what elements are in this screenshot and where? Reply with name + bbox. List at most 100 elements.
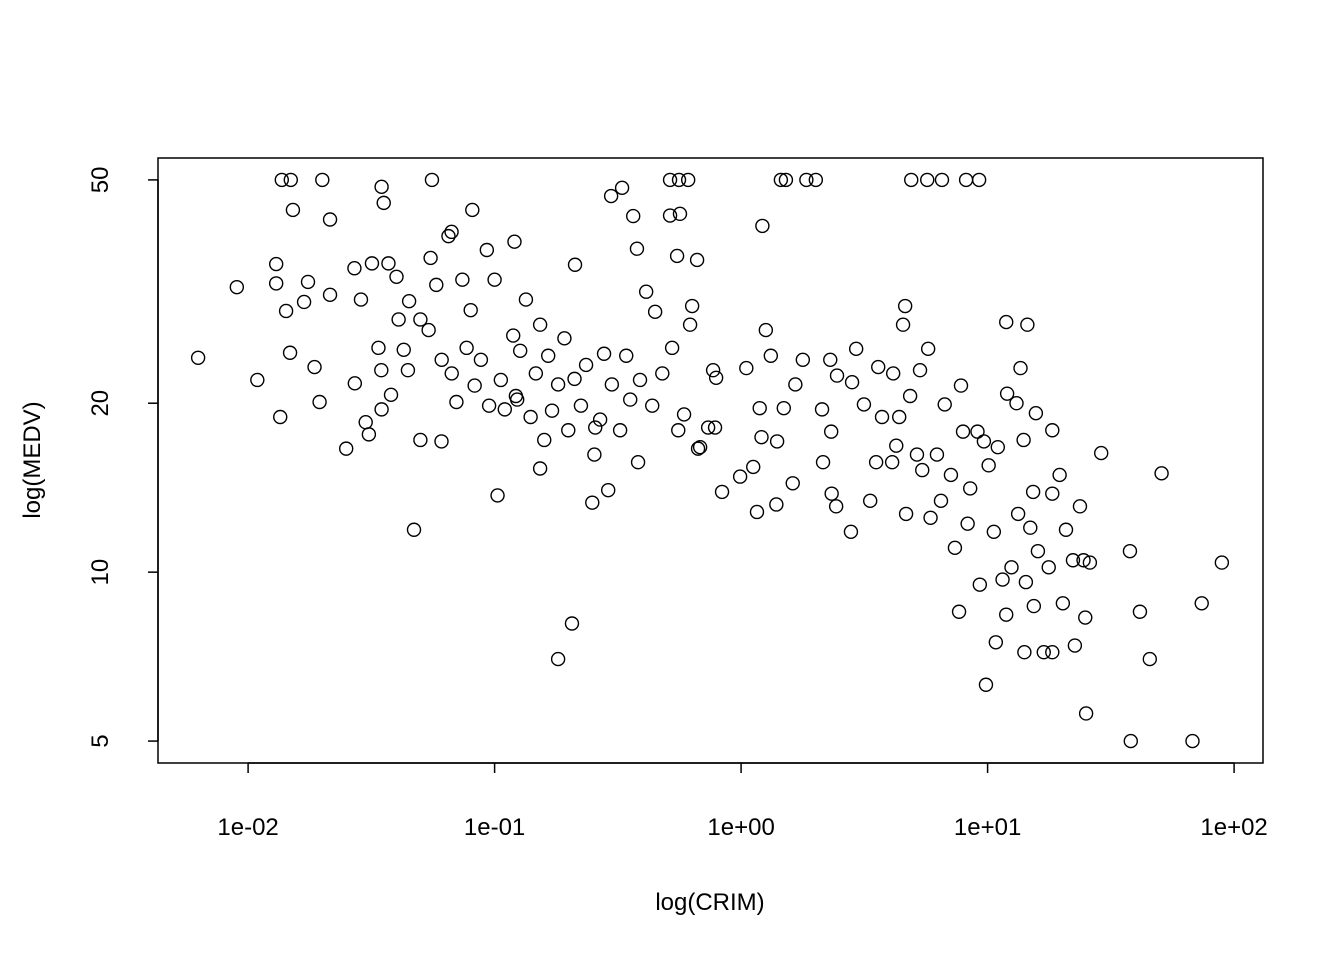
- data-point: [413, 432, 428, 448]
- data-point: [1072, 499, 1088, 514]
- data-point: [467, 378, 482, 393]
- data-point: [274, 172, 290, 188]
- data-point: [614, 180, 630, 196]
- data-point: [1214, 555, 1230, 570]
- data-point: [353, 292, 369, 307]
- data-point: [898, 506, 914, 522]
- data-point: [273, 409, 288, 425]
- data-point: [523, 409, 538, 425]
- data-point: [746, 459, 761, 475]
- data-point: [937, 397, 952, 412]
- data-point: [487, 272, 502, 287]
- data-point: [638, 284, 654, 299]
- data-point: [632, 372, 648, 388]
- data-point: [814, 402, 830, 417]
- data-point: [976, 434, 992, 449]
- data-point: [799, 172, 814, 188]
- data-point: [970, 424, 985, 439]
- data-point: [868, 455, 884, 470]
- data-point: [455, 272, 470, 287]
- data-point: [739, 360, 754, 376]
- data-point: [664, 340, 680, 356]
- data-point: [676, 407, 692, 422]
- data-point: [268, 256, 284, 272]
- data-point: [763, 348, 779, 363]
- data-point: [999, 386, 1015, 401]
- data-point: [623, 392, 638, 407]
- data-point: [371, 340, 386, 356]
- data-point: [671, 423, 686, 438]
- data-point: [754, 429, 769, 445]
- data-point: [381, 256, 396, 271]
- data-point: [626, 208, 641, 224]
- data-point: [1009, 396, 1024, 411]
- data-point: [1094, 445, 1109, 461]
- data-point: [300, 274, 316, 290]
- data-point: [808, 172, 824, 188]
- data-point: [978, 677, 994, 692]
- data-point: [383, 387, 399, 403]
- data-point: [897, 298, 913, 314]
- data-point: [596, 346, 612, 361]
- data-point: [645, 398, 660, 413]
- data-point: [550, 377, 566, 392]
- data-point: [1055, 596, 1071, 611]
- data-point: [1123, 733, 1138, 749]
- data-point: [296, 294, 312, 310]
- data-point: [1154, 466, 1169, 481]
- data-point: [953, 378, 969, 393]
- data-point: [1067, 638, 1083, 653]
- data-point: [934, 172, 950, 188]
- y-tick-label: 10: [87, 559, 114, 586]
- data-point: [669, 248, 685, 264]
- data-point: [986, 524, 1002, 540]
- data-point: [912, 363, 928, 378]
- data-point: [1013, 360, 1028, 376]
- data-point: [680, 172, 696, 188]
- data-point: [481, 398, 497, 413]
- data-point: [322, 212, 338, 227]
- data-point: [1052, 467, 1067, 483]
- data-point: [778, 172, 794, 188]
- data-point: [960, 516, 975, 531]
- data-point: [990, 439, 1005, 455]
- data-point: [923, 510, 938, 525]
- data-point: [943, 467, 959, 483]
- data-point: [700, 420, 716, 435]
- data-point: [550, 651, 566, 667]
- data-point: [429, 277, 444, 293]
- data-point: [396, 342, 411, 358]
- data-point: [283, 172, 298, 188]
- data-point: [1142, 651, 1157, 667]
- data-point: [497, 402, 513, 417]
- data-point: [672, 206, 688, 222]
- data-point: [508, 388, 524, 404]
- data-point: [391, 312, 406, 327]
- data-point: [823, 352, 838, 367]
- data-point: [268, 276, 284, 291]
- data-point: [512, 343, 528, 358]
- data-point: [444, 366, 459, 381]
- data-point: [573, 398, 589, 413]
- data-point: [250, 372, 265, 388]
- data-point: [358, 415, 373, 430]
- data-point: [506, 328, 521, 343]
- data-point: [479, 242, 495, 258]
- data-point: [630, 455, 646, 470]
- data-point: [684, 298, 700, 314]
- data-point: [587, 447, 602, 462]
- data-point: [1030, 543, 1046, 559]
- data-point: [995, 572, 1010, 587]
- data-point: [490, 488, 505, 503]
- data-point: [902, 388, 918, 404]
- data-point: [592, 412, 608, 427]
- data-point: [1023, 520, 1038, 535]
- data-point: [951, 604, 967, 619]
- data-point: [904, 172, 919, 188]
- data-point: [449, 394, 464, 410]
- data-point: [885, 366, 901, 381]
- data-point: [604, 377, 620, 392]
- data-point: [708, 370, 724, 385]
- data-point: [441, 228, 456, 244]
- data-point: [871, 359, 886, 375]
